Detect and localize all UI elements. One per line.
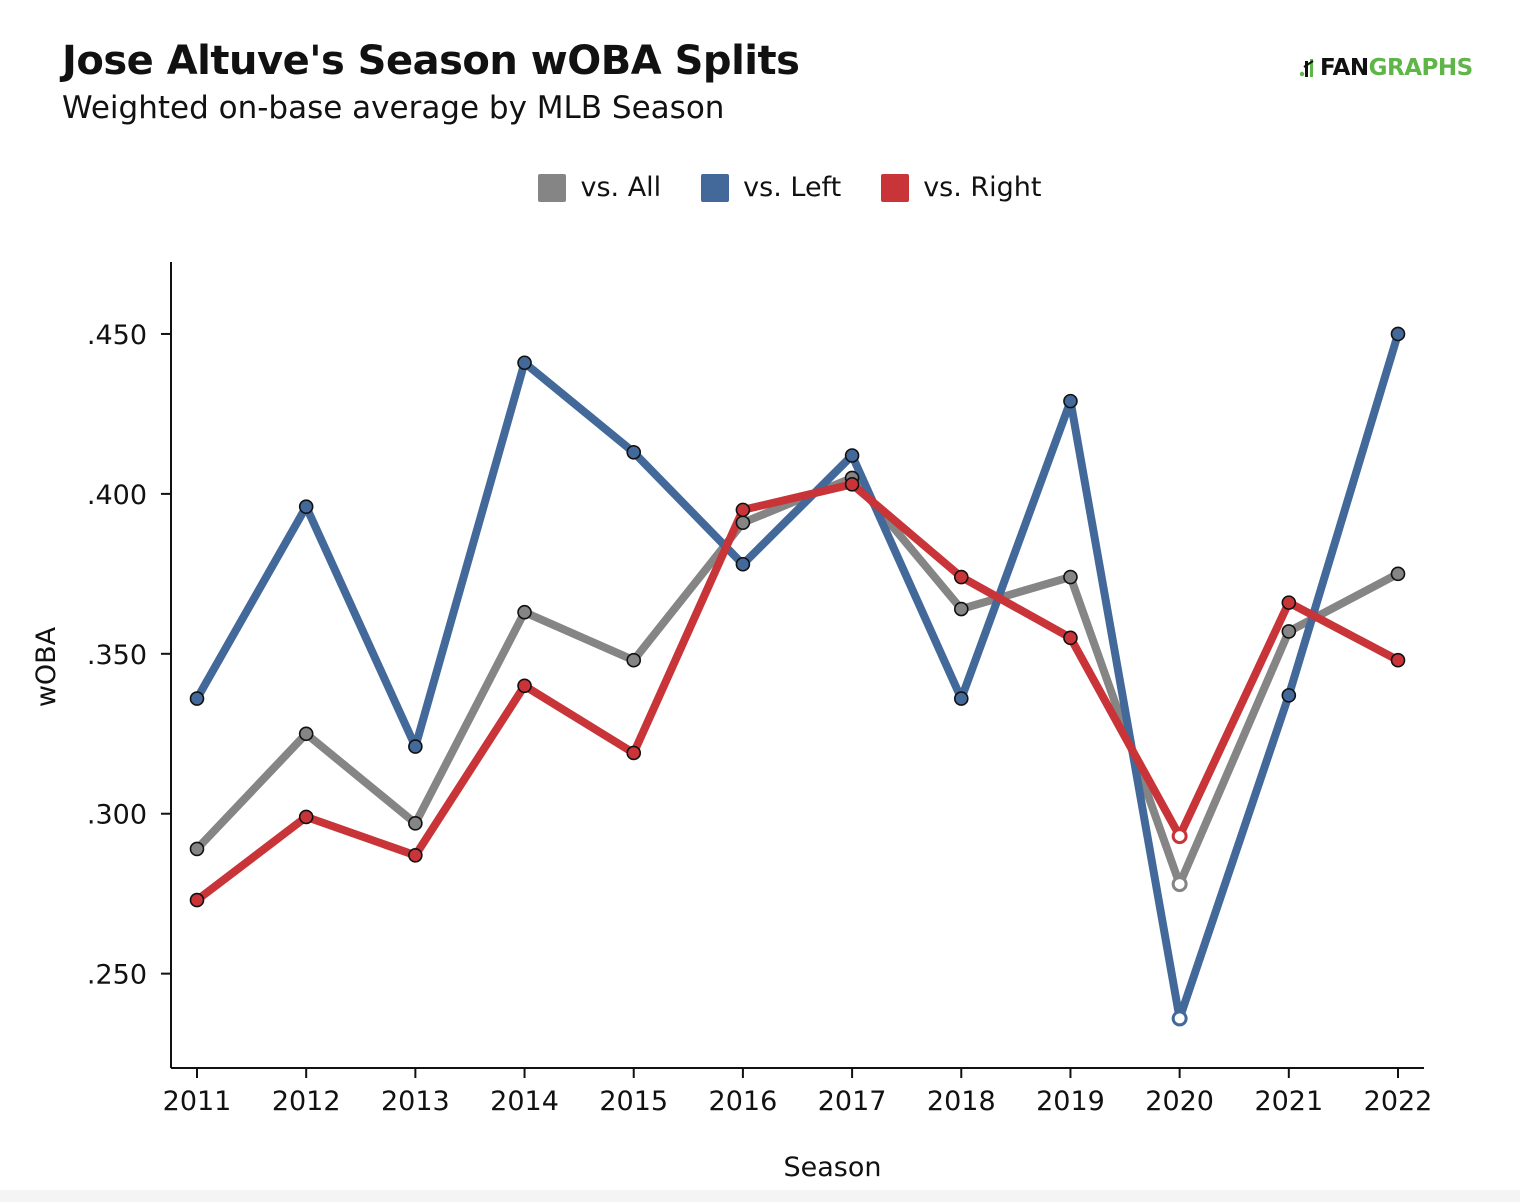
data-point bbox=[1390, 652, 1406, 668]
data-point bbox=[735, 556, 751, 572]
x-tick-label: 2016 bbox=[709, 1086, 778, 1117]
legend-swatch-all bbox=[538, 173, 567, 202]
batter-icon bbox=[1298, 57, 1318, 79]
data-point bbox=[517, 678, 532, 694]
data-point bbox=[953, 569, 969, 585]
x-tick-label: 2012 bbox=[272, 1086, 341, 1117]
data-point bbox=[298, 499, 314, 514]
data-point bbox=[1171, 876, 1188, 893]
x-tick-label: 2015 bbox=[599, 1086, 668, 1117]
data-point bbox=[517, 355, 532, 371]
logo-text-graphs: GRAPHS bbox=[1368, 55, 1474, 81]
footer-bar bbox=[0, 1190, 1520, 1202]
y-tick-label: .250 bbox=[87, 960, 147, 991]
legend-label-left: vs. Left bbox=[743, 172, 842, 203]
data-point bbox=[953, 691, 969, 706]
legend-swatch-left bbox=[701, 173, 730, 202]
chart-title: Jose Altuve's Season wOBA Splits bbox=[62, 38, 800, 84]
data-point bbox=[1171, 1010, 1188, 1027]
y-tick-label: .350 bbox=[87, 640, 147, 671]
data-point bbox=[626, 445, 642, 460]
x-axis-title: Season bbox=[784, 1152, 882, 1183]
x-tick-label: 2011 bbox=[163, 1086, 232, 1117]
x-tick-label: 2021 bbox=[1254, 1086, 1323, 1117]
y-tick-label: .450 bbox=[87, 320, 147, 351]
legend-label-right: vs. Right bbox=[923, 172, 1042, 203]
data-point bbox=[1281, 595, 1297, 610]
data-point bbox=[626, 745, 642, 761]
data-point bbox=[408, 848, 423, 863]
legend-item-right: vs. Right bbox=[881, 172, 1042, 203]
legend-item-all: vs. All bbox=[538, 172, 661, 203]
data-point bbox=[298, 726, 314, 742]
data-point bbox=[1171, 828, 1188, 845]
fangraphs-logo[interactable]: FAN GRAPHS bbox=[1298, 55, 1473, 81]
data-point bbox=[1063, 393, 1078, 409]
data-point bbox=[298, 809, 314, 825]
data-point bbox=[1063, 630, 1078, 646]
data-point bbox=[189, 841, 205, 857]
data-point bbox=[844, 476, 860, 492]
data-point bbox=[408, 816, 423, 831]
data-point bbox=[953, 601, 969, 617]
chart-subtitle: Weighted on-base average by MLB Season bbox=[62, 90, 725, 126]
data-point bbox=[1281, 624, 1297, 639]
x-tick-label: 2022 bbox=[1364, 1086, 1433, 1117]
logo-text-fan: FAN bbox=[1320, 55, 1369, 81]
data-point bbox=[189, 691, 205, 706]
x-tick-label: 2018 bbox=[927, 1086, 996, 1117]
data-point bbox=[189, 892, 205, 908]
x-tick-label: 2020 bbox=[1145, 1086, 1214, 1117]
x-tick-label: 2014 bbox=[490, 1086, 559, 1117]
data-point bbox=[408, 739, 423, 754]
data-point bbox=[517, 604, 532, 620]
data-point bbox=[1390, 326, 1406, 342]
data-point bbox=[1063, 569, 1078, 585]
y-tick-label: .300 bbox=[87, 800, 147, 831]
x-tick-label: 2019 bbox=[1036, 1086, 1105, 1117]
chart-legend: vs. All vs. Left vs. Right bbox=[0, 172, 1520, 203]
y-axis-title: wOBA bbox=[31, 626, 62, 707]
y-tick-label: .400 bbox=[87, 480, 147, 511]
series-line-2 bbox=[193, 480, 1402, 905]
series-line-0 bbox=[193, 473, 1402, 889]
legend-swatch-right bbox=[881, 173, 910, 202]
x-tick-label: 2017 bbox=[818, 1086, 887, 1117]
data-point bbox=[1390, 566, 1406, 582]
legend-item-left: vs. Left bbox=[701, 172, 841, 203]
data-point bbox=[844, 448, 860, 463]
series-line-1 bbox=[193, 330, 1402, 1023]
data-point bbox=[626, 652, 642, 668]
x-tick-label: 2013 bbox=[381, 1086, 450, 1117]
data-point bbox=[1281, 688, 1297, 703]
legend-label-all: vs. All bbox=[580, 172, 662, 203]
data-point bbox=[735, 515, 751, 530]
data-point bbox=[735, 502, 751, 518]
